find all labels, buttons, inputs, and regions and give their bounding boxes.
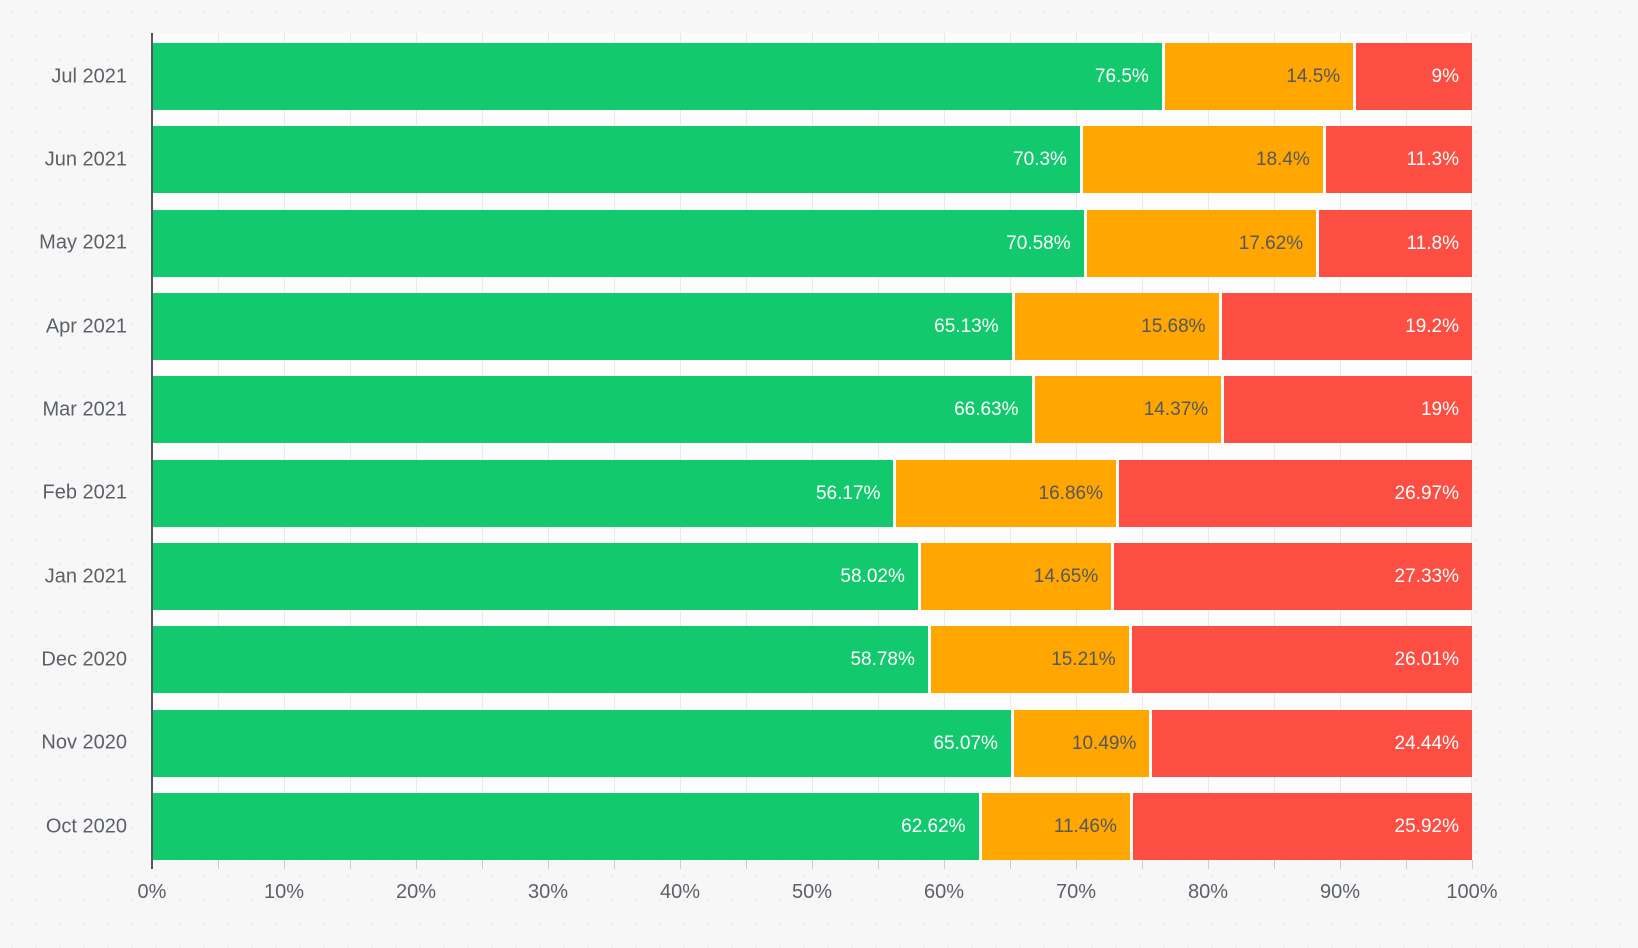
segment-value-label: 70.58% [1006,232,1071,254]
bar-row: 70.58% 17.62% 11.8% [152,209,1472,277]
x-tick-label: 30% [527,881,569,903]
segment-value-label: 65.07% [933,732,998,754]
segment-value-label: 24.44% [1394,732,1459,754]
segment-value-label: 25.92% [1394,816,1459,837]
bar-row: 66.63% 14.37% 19% [152,376,1472,444]
bar-segment-green[interactable]: 70.58% [152,209,1084,277]
bar-segment-green[interactable]: 65.13% [152,293,1012,360]
segment-value-label: 70.3% [1013,149,1067,171]
bar-segment-orange[interactable]: 14.37% [1031,376,1222,444]
bar-segment-red[interactable]: 24.44% [1149,709,1472,777]
category-label: Mar 2021 [42,398,128,421]
segment-value-label: 11.8% [1406,232,1459,254]
y-axis-line [151,33,153,869]
x-tick-label: 80% [1187,881,1229,903]
category-label: Oct 2020 [45,815,127,837]
bar-segment-red[interactable]: 11.3% [1322,126,1472,194]
plot-area: 76.5% 14.5% 9% 70.3% 18.4% 11.3% 70.58% 17.62% 1… [152,33,1472,860]
x-tick-label: 60% [923,881,965,903]
segment-value-label: 15.68% [1141,316,1206,337]
segment-value-label: 9% [1431,66,1459,87]
bar-row: 58.78% 15.21% 26.01% [152,626,1472,694]
category-label: Dec 2020 [41,648,127,671]
segment-value-label: 27.33% [1394,566,1459,587]
bar-segment-red[interactable]: 25.92% [1129,793,1472,860]
bar-row: 58.02% 14.65% 27.33% [152,543,1472,610]
bar-segment-green[interactable]: 56.17% [152,459,894,527]
bar-segment-orange[interactable]: 16.86% [893,459,1116,527]
bar-segment-red[interactable]: 27.33% [1111,543,1472,610]
bar-segment-orange[interactable]: 15.68% [1011,293,1219,360]
segment-value-label: 56.17% [815,482,881,504]
x-axis-ticks [152,860,1473,869]
bar-segment-green[interactable]: 58.78% [152,626,928,694]
bar-segment-green[interactable]: 65.07% [152,709,1011,777]
category-label: Jan 2021 [44,565,127,587]
segment-value-label: 26.01% [1394,649,1459,671]
bar-row: 76.5% 14.5% 9% [152,43,1472,110]
bar-segment-orange[interactable]: 11.46% [978,793,1130,860]
segment-value-label: 62.62% [901,816,966,837]
bar-segment-green[interactable]: 76.5% [152,43,1162,110]
segment-value-label: 10.49% [1071,732,1137,754]
bar-segment-red[interactable]: 11.8% [1316,209,1472,277]
segment-value-label: 11.46% [1053,816,1117,837]
x-tick-label: 100% [1446,881,1498,903]
segment-value-label: 17.62% [1238,232,1304,254]
category-label: Jul 2021 [51,65,127,87]
segment-value-label: 15.21% [1051,649,1116,671]
segment-value-label: 19.2% [1405,316,1459,337]
bar-segment-green[interactable]: 58.02% [152,543,918,610]
segment-value-label: 19% [1420,399,1459,421]
bar-segment-orange[interactable]: 15.21% [927,626,1129,694]
bar-row: 65.07% 10.49% 24.44% [152,709,1472,777]
segment-value-label: 18.4% [1255,149,1310,171]
segment-value-label: 11.3% [1406,149,1459,171]
segment-value-label: 26.97% [1394,482,1459,504]
x-tick-label: 20% [395,881,437,903]
segment-value-label: 65.13% [934,316,999,337]
bar-segment-orange[interactable]: 17.62% [1083,209,1317,277]
bar-segment-orange[interactable]: 18.4% [1079,126,1323,194]
segment-value-label: 58.02% [840,566,905,587]
bar-segment-green[interactable]: 62.62% [152,793,979,860]
bar-segment-orange[interactable]: 14.5% [1161,43,1354,110]
x-axis-labels: 0% 10% 20% 30% 40% 50% 60% 70% 80% 90% 100% [0,881,1638,911]
x-tick-label: 10% [263,881,305,903]
y-axis-labels: Jul 2021 Jun 2021 May 2021 Apr 2021 Mar 2021… [0,0,127,948]
bar-segment-red[interactable]: 26.97% [1115,459,1472,527]
x-tick-label: 40% [659,881,701,903]
bar-segment-red[interactable]: 19.2% [1218,293,1472,360]
bar-segment-green[interactable]: 70.3% [152,126,1080,194]
segment-value-label: 66.63% [954,399,1019,421]
segment-value-label: 14.37% [1143,399,1209,421]
bar-segment-green[interactable]: 66.63% [152,376,1032,444]
category-label: May 2021 [39,231,127,254]
bar-row: 65.13% 15.68% 19.2% [152,293,1472,360]
x-tick-label: 50% [791,881,833,903]
bar-segment-red[interactable]: 9% [1353,43,1472,110]
bar-segment-red[interactable]: 26.01% [1128,626,1472,694]
bar-segment-red[interactable]: 19% [1221,376,1472,444]
bar-segment-orange[interactable]: 14.65% [917,543,1112,610]
category-label: Apr 2021 [45,315,127,337]
segment-value-label: 16.86% [1038,482,1103,504]
segment-value-label: 14.5% [1286,66,1341,87]
segment-value-label: 58.78% [850,649,915,671]
bar-row: 56.17% 16.86% 26.97% [152,459,1472,527]
x-tick-label: 90% [1319,881,1361,903]
category-label: Nov 2020 [41,731,127,754]
segment-value-label: 14.65% [1033,566,1099,587]
category-label: Feb 2021 [42,481,127,504]
x-tick-label: 70% [1055,881,1097,903]
x-tick-label: 0% [137,881,167,903]
bar-row: 70.3% 18.4% 11.3% [152,126,1472,194]
category-label: Jun 2021 [44,148,127,171]
bar-row: 62.62% 11.46% 25.92% [152,793,1472,860]
bar-segment-orange[interactable]: 10.49% [1010,709,1150,777]
segment-value-label: 76.5% [1094,66,1149,87]
